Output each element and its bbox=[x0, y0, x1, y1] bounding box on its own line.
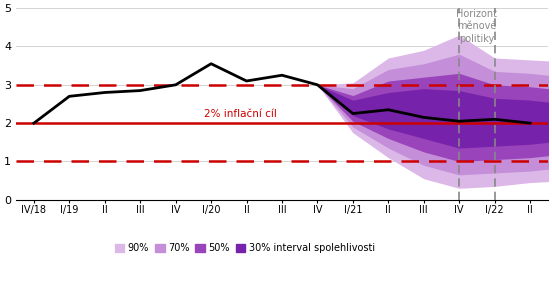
Text: Horizont
měnové
politiky: Horizont měnové politiky bbox=[457, 9, 497, 44]
Legend: 90%, 70%, 50%, 30% interval spolehlivosti: 90%, 70%, 50%, 30% interval spolehlivost… bbox=[110, 239, 379, 257]
Text: 2% inflační cíl: 2% inflační cíl bbox=[204, 108, 277, 119]
